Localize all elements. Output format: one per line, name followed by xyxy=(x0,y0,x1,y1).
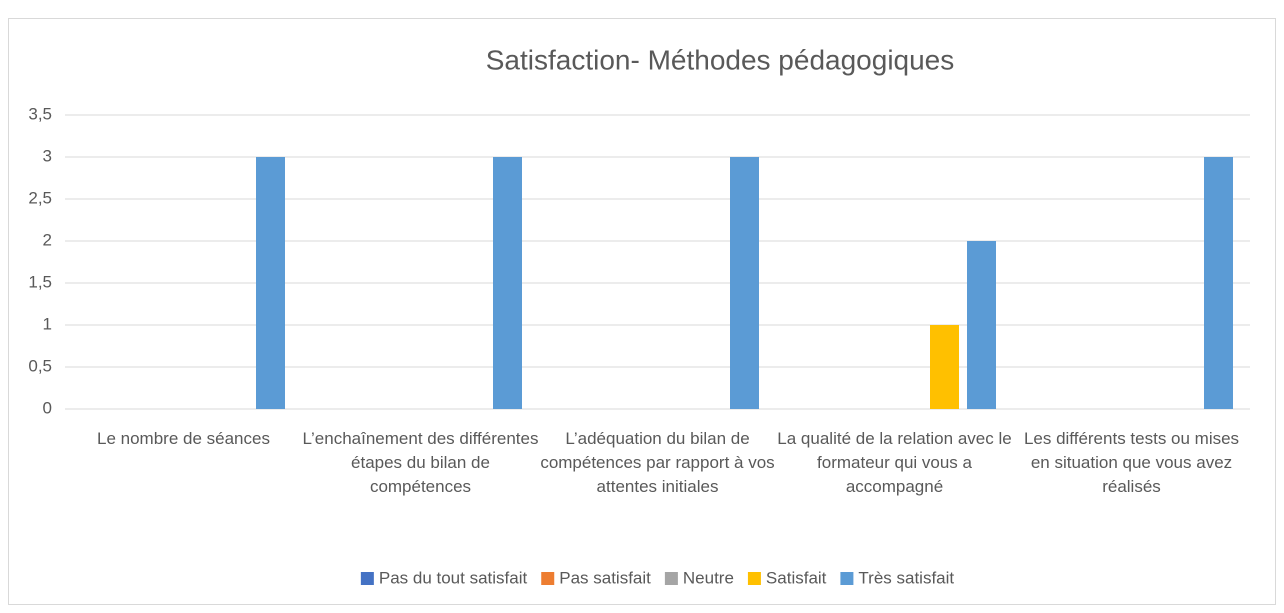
bar xyxy=(256,157,285,409)
x-tick-label: Le nombre de séances xyxy=(97,429,270,448)
legend-swatch xyxy=(360,572,374,585)
legend-label: Très satisfait xyxy=(858,568,954,587)
legend-swatch xyxy=(840,572,854,585)
y-tick-label: 3,5 xyxy=(28,104,52,123)
legend-swatch xyxy=(541,572,555,585)
x-tick-label: L’enchaînement des différentes étapes du… xyxy=(302,429,539,496)
bar xyxy=(1204,157,1233,409)
legend-swatch xyxy=(664,572,678,585)
bar xyxy=(730,157,759,409)
legend-label: Pas satisfait xyxy=(559,568,651,587)
legend-swatch xyxy=(747,572,761,585)
y-tick-label: 0,5 xyxy=(28,356,52,375)
y-tick-label: 2 xyxy=(43,230,52,249)
y-tick-label: 2,5 xyxy=(28,188,52,207)
x-tick-label: L’adéquation du bilan de compétences par… xyxy=(540,429,775,496)
x-tick-label: Les différents tests ou mises en situati… xyxy=(1023,429,1240,496)
y-tick-label: 1 xyxy=(43,314,52,333)
y-tick-label: 1,5 xyxy=(28,272,52,291)
y-tick-label: 0 xyxy=(43,398,52,417)
legend-label: Neutre xyxy=(683,568,734,587)
bar xyxy=(493,157,522,409)
bar xyxy=(967,241,996,409)
x-tick-label: La qualité de la relation avec le format… xyxy=(777,429,1012,496)
bar xyxy=(930,325,959,409)
legend-label: Pas du tout satisfait xyxy=(379,568,528,587)
chart-border xyxy=(8,18,1276,605)
y-tick-label: 3 xyxy=(43,146,52,165)
legend-label: Satisfait xyxy=(766,568,827,587)
chart-title: Satisfaction- Méthodes pédagogiques xyxy=(486,44,955,75)
